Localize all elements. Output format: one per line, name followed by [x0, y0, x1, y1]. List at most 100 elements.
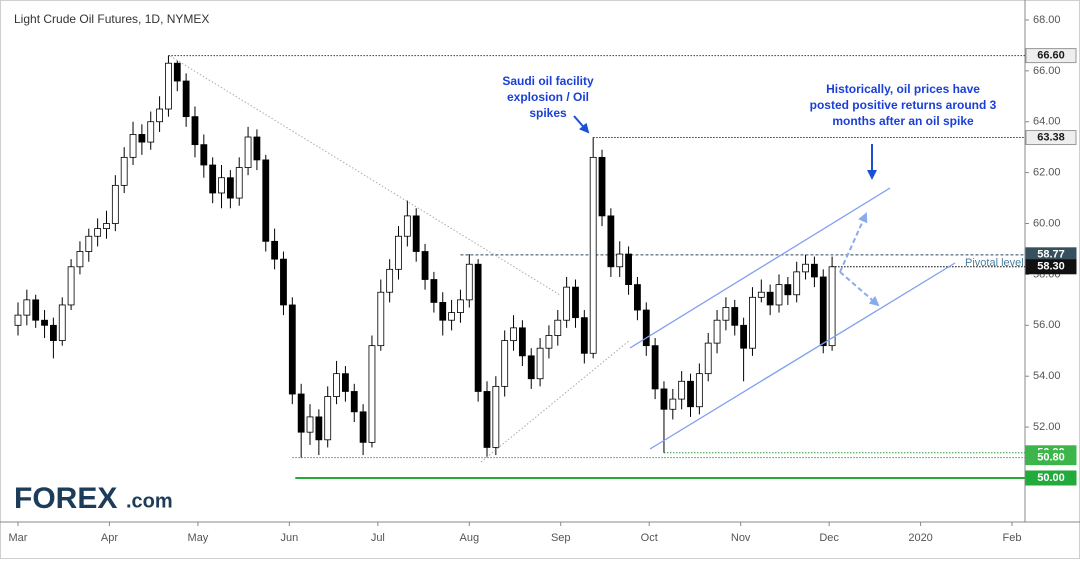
candle-body	[669, 398, 677, 410]
candle-body	[642, 309, 650, 347]
candle-body	[492, 385, 500, 448]
channel-upper	[629, 187, 891, 349]
y-tick-label: 62.00	[1033, 167, 1061, 179]
candle-body	[85, 235, 93, 252]
candle-body	[333, 373, 340, 397]
candle-body	[704, 342, 712, 375]
price-tag	[1025, 48, 1077, 64]
candle-body	[421, 251, 429, 280]
candle-body	[501, 340, 509, 387]
arrow	[839, 212, 868, 273]
arrow	[573, 115, 590, 134]
candle-body	[280, 258, 287, 306]
price-tag	[1025, 450, 1077, 466]
candle-body	[695, 373, 703, 408]
annotation: months after an oil spike	[832, 114, 974, 128]
candle-body	[403, 215, 411, 237]
candle-body	[651, 345, 659, 390]
y-tick-label: 66.00	[1033, 65, 1061, 77]
candle-body	[359, 411, 367, 443]
candle-body	[324, 396, 332, 441]
candle-body	[271, 240, 279, 260]
candle-body	[120, 156, 128, 186]
candle-body	[474, 263, 482, 392]
candle-body	[740, 324, 748, 349]
candle-body	[722, 307, 730, 321]
candle-body	[625, 253, 632, 285]
pivot-label: Pivotal level	[965, 257, 1024, 269]
candle-body	[430, 279, 438, 303]
trend-line	[480, 339, 631, 463]
candle-body	[200, 144, 208, 166]
candle-body	[386, 268, 394, 293]
candle-body	[563, 286, 571, 321]
price-tag-label: 50.00	[1037, 472, 1065, 484]
candle-body	[111, 184, 119, 224]
candle-body	[76, 251, 84, 268]
candle-body	[457, 299, 464, 313]
chart-title: Light Crude Oil Futures, 1D, NYMEX	[14, 12, 209, 26]
annotation: posted positive returns around 3	[810, 98, 997, 112]
candle-body	[94, 228, 102, 237]
price-tag-label: 63.38	[1037, 131, 1065, 143]
candle-body	[828, 266, 836, 347]
candle-body	[182, 80, 190, 118]
logo-brand: FOREX	[14, 482, 117, 515]
candle-body	[775, 284, 783, 306]
candle-body	[766, 291, 774, 306]
candle-body	[395, 235, 402, 270]
candle-body	[209, 164, 217, 194]
candle-body	[616, 253, 624, 268]
candle-body	[14, 314, 22, 326]
annotation: spikes	[529, 106, 567, 120]
candle-body	[483, 391, 491, 448]
candle-body	[749, 296, 756, 349]
candle-body	[819, 276, 827, 347]
candle-body	[802, 263, 809, 273]
candle-body	[297, 393, 305, 433]
candle-body	[527, 355, 535, 380]
x-tick-label: Feb	[1003, 532, 1022, 544]
candle-body	[235, 167, 243, 199]
y-tick-label: 68.00	[1033, 14, 1061, 26]
candle-body	[103, 223, 110, 230]
y-tick-label: 56.00	[1033, 319, 1061, 331]
annotation: explosion / Oil	[507, 90, 589, 104]
x-tick-label: Oct	[641, 532, 658, 544]
candle-body	[244, 136, 252, 168]
price-tag-label: 50.80	[1037, 452, 1065, 464]
candle-body	[439, 302, 447, 321]
candle-body	[412, 215, 420, 252]
candle-body	[173, 62, 181, 82]
x-tick-label: Sep	[551, 532, 571, 544]
x-tick-label: 2020	[908, 532, 932, 544]
candle-body	[156, 108, 163, 123]
y-tick-label: 60.00	[1033, 217, 1061, 229]
candle-body	[23, 299, 31, 316]
candle-body	[678, 380, 686, 400]
y-tick-label: 54.00	[1033, 370, 1061, 382]
x-tick-label: Apr	[101, 532, 118, 544]
annotation: Historically, oil prices have	[826, 82, 980, 96]
candle-body	[288, 304, 296, 395]
x-tick-label: Dec	[819, 532, 839, 544]
logo-suffix: .com	[126, 490, 173, 512]
candle-body	[536, 347, 544, 380]
candle-body	[342, 373, 349, 392]
price-tag	[1025, 259, 1077, 275]
y-tick-label: 64.00	[1033, 116, 1061, 128]
candle-body	[218, 177, 225, 194]
x-tick-label: Mar	[9, 532, 28, 544]
candle-body	[262, 159, 270, 242]
candle-body	[377, 291, 385, 347]
candle-body	[67, 266, 75, 306]
price-tag	[1025, 470, 1077, 486]
candle-body	[306, 416, 314, 433]
price-tag-label: 58.77	[1037, 249, 1065, 261]
price-tag	[1025, 130, 1077, 146]
candle-body	[58, 304, 66, 341]
x-tick-label: Jun	[280, 532, 298, 544]
candle-body	[810, 263, 818, 278]
candle-body	[572, 286, 579, 319]
